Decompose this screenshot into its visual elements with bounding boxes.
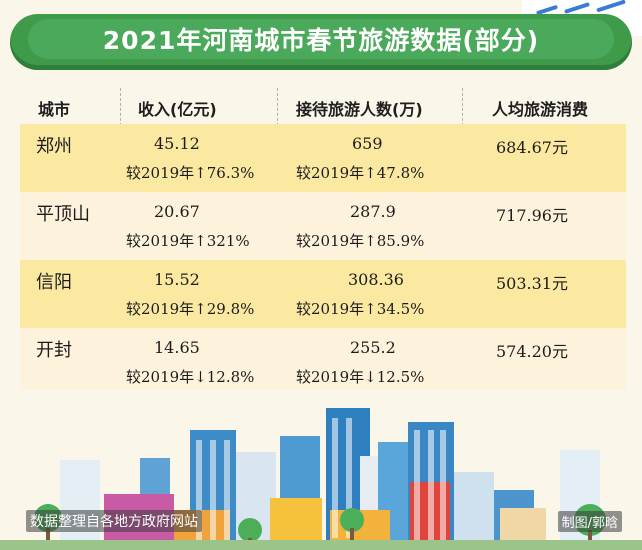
per-capita-value: 574.20元 (496, 342, 568, 361)
per-capita-value: 684.67元 (496, 138, 568, 157)
income-value: 14.65 (154, 338, 200, 357)
title-banner: 2021年河南城市春节旅游数据(部分) (10, 14, 632, 70)
visitors-comparison: 较2019年↑47.8% (296, 164, 425, 182)
per-capita-value: 503.31元 (496, 274, 568, 293)
city-name: 郑州 (36, 136, 72, 157)
city-name: 平顶山 (36, 204, 90, 225)
city-name: 信阳 (36, 272, 72, 293)
income-comparison: 较2019年↓12.8% (126, 368, 255, 386)
city-skyline-illustration (0, 390, 642, 550)
income-comparison: 较2019年↑76.3% (126, 164, 255, 182)
table-row: 信阳 15.52 较2019年↑29.8% 308.36 较2019年↑34.5… (20, 260, 626, 328)
table-row: 开封 14.65 较2019年↓12.8% 255.2 较2019年↓12.5%… (20, 328, 626, 396)
visitors-comparison: 较2019年↓12.5% (296, 368, 425, 386)
visitors-value: 308.36 (348, 270, 404, 289)
income-comparison: 较2019年↑29.8% (126, 300, 255, 318)
header-per-capita: 人均旅游消费 (492, 100, 589, 119)
header-income: 收入(亿元) (138, 100, 217, 119)
income-value: 20.67 (154, 202, 200, 221)
income-value: 15.52 (154, 270, 200, 289)
visitors-value: 255.2 (350, 338, 396, 357)
data-source-note: 数据整理自各地方政府网站 (26, 510, 202, 532)
credit-note: 制图/郭晗 (557, 511, 622, 532)
visitors-comparison: 较2019年↑85.9% (296, 232, 425, 250)
page-title: 2021年河南城市春节旅游数据(部分) (102, 26, 540, 55)
header-visitors: 接待旅游人数(万) (296, 100, 423, 119)
table-row: 平顶山 20.67 较2019年↑321% 287.9 较2019年↑85.9%… (20, 192, 626, 260)
data-table: 城市 收入(亿元) 接待旅游人数(万) 人均旅游消费 郑州 45.12 较201… (20, 86, 626, 396)
header-city: 城市 (38, 100, 71, 119)
visitors-value: 659 (352, 134, 383, 153)
table-header: 城市 收入(亿元) 接待旅游人数(万) 人均旅游消费 (20, 86, 626, 124)
visitors-value: 287.9 (350, 202, 396, 221)
city-name: 开封 (36, 340, 72, 361)
income-value: 45.12 (154, 134, 200, 153)
table-row: 郑州 45.12 较2019年↑76.3% 659 较2019年↑47.8% 6… (20, 124, 626, 192)
visitors-comparison: 较2019年↑34.5% (296, 300, 425, 318)
per-capita-value: 717.96元 (496, 206, 568, 225)
income-comparison: 较2019年↑321% (126, 232, 250, 250)
